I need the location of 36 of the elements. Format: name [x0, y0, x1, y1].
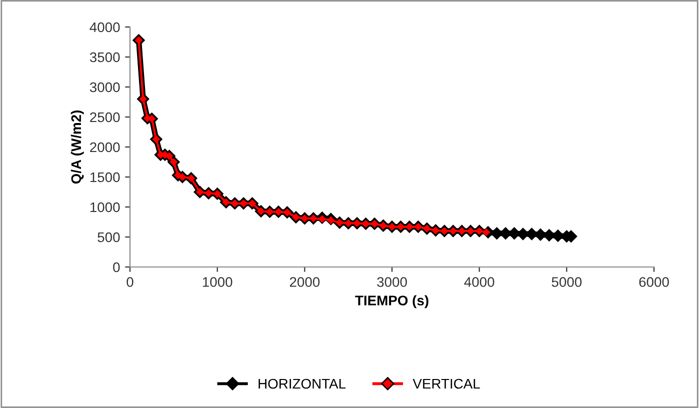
point	[396, 222, 405, 231]
x-tick-label: 3000	[377, 277, 407, 287]
y-tick-label: 2000	[90, 142, 120, 152]
point	[240, 199, 248, 208]
point	[344, 219, 352, 228]
point	[353, 219, 361, 228]
legend-label: HORIZONTAL	[258, 378, 346, 389]
y-axis-title: Q/A (W/m2)	[70, 110, 84, 184]
point	[388, 222, 396, 231]
y-tick-label: 3000	[90, 82, 120, 92]
x-tick-label: 0	[126, 277, 134, 287]
legend-label: VERTICAL	[412, 378, 480, 389]
y-tick-label: 2500	[90, 112, 120, 122]
y-tick-label: 3500	[90, 52, 120, 62]
y-tick-label: 1000	[90, 202, 120, 212]
point	[370, 220, 378, 228]
point	[440, 227, 448, 235]
x-tick-label: 6000	[639, 277, 669, 287]
point	[274, 208, 282, 216]
y-tick-label: 1500	[90, 172, 120, 182]
y-tick-label: 0	[113, 262, 120, 272]
x-axis-title: TIEMPO (s)	[355, 295, 428, 308]
x-tick-label: 1000	[202, 277, 232, 287]
point	[406, 222, 414, 231]
point	[230, 199, 239, 208]
x-tick-label: 4000	[464, 277, 494, 287]
y-tick-label: 4000	[90, 22, 120, 32]
point	[362, 220, 370, 228]
y-tick-label: 500	[98, 232, 120, 242]
point	[300, 214, 309, 222]
point	[309, 214, 318, 222]
x-tick-label: 2000	[290, 277, 320, 287]
x-tick-label: 5000	[552, 277, 582, 287]
point	[414, 222, 422, 231]
point	[178, 173, 186, 181]
point	[266, 208, 274, 216]
